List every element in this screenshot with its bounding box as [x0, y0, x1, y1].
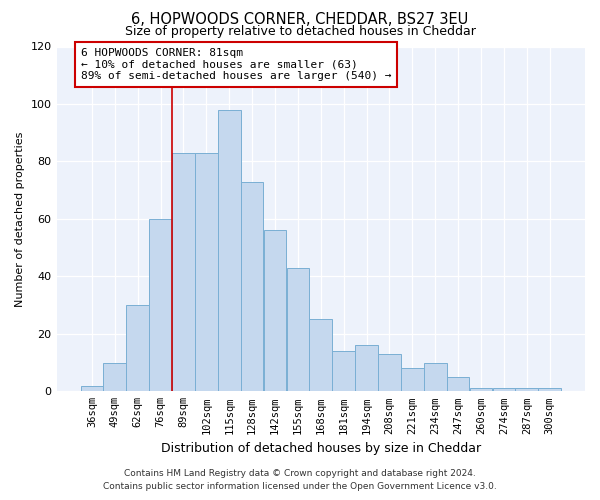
Bar: [218, 110, 241, 392]
Bar: [401, 368, 424, 392]
X-axis label: Distribution of detached houses by size in Cheddar: Distribution of detached houses by size …: [161, 442, 481, 455]
Text: 6, HOPWOODS CORNER, CHEDDAR, BS27 3EU: 6, HOPWOODS CORNER, CHEDDAR, BS27 3EU: [131, 12, 469, 28]
Text: Contains HM Land Registry data © Crown copyright and database right 2024.
Contai: Contains HM Land Registry data © Crown c…: [103, 469, 497, 491]
Bar: [172, 153, 195, 392]
Bar: [332, 351, 355, 392]
Bar: [378, 354, 401, 392]
Bar: [493, 388, 515, 392]
Bar: [127, 305, 149, 392]
Y-axis label: Number of detached properties: Number of detached properties: [15, 131, 25, 306]
Text: Size of property relative to detached houses in Cheddar: Size of property relative to detached ho…: [125, 25, 475, 38]
Bar: [538, 388, 561, 392]
Bar: [80, 386, 103, 392]
Bar: [515, 388, 538, 392]
Bar: [355, 346, 378, 392]
Bar: [424, 362, 446, 392]
Bar: [263, 230, 286, 392]
Bar: [241, 182, 263, 392]
Bar: [447, 377, 469, 392]
Text: 6 HOPWOODS CORNER: 81sqm
← 10% of detached houses are smaller (63)
89% of semi-d: 6 HOPWOODS CORNER: 81sqm ← 10% of detach…: [81, 48, 391, 81]
Bar: [287, 268, 309, 392]
Bar: [103, 362, 126, 392]
Bar: [195, 153, 218, 392]
Bar: [149, 219, 172, 392]
Bar: [470, 388, 493, 392]
Bar: [310, 320, 332, 392]
